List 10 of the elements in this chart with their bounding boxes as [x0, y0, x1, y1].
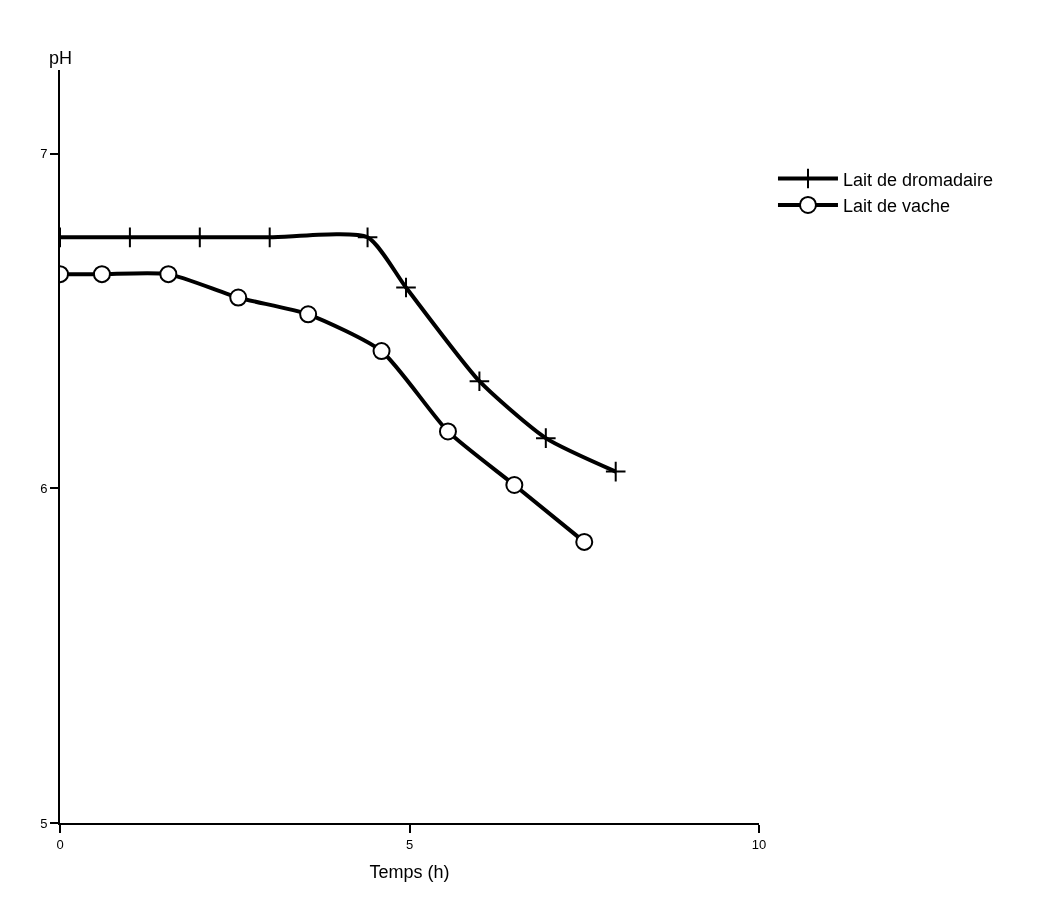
x-axis-title: Temps (h) [369, 862, 450, 883]
y-tick-label: 7 [40, 146, 48, 162]
y-axis-title: pH [49, 48, 73, 68]
x-tick-label: 10 [751, 836, 767, 852]
x-tick-label: 0 [56, 836, 64, 852]
legend-label: Lait de vache [842, 195, 951, 216]
y-tick-label: 5 [40, 815, 48, 831]
x-tick-label: 5 [405, 836, 414, 852]
y-tick-label: 6 [40, 480, 48, 496]
legend-label: Lait de dromadaire [842, 169, 994, 190]
